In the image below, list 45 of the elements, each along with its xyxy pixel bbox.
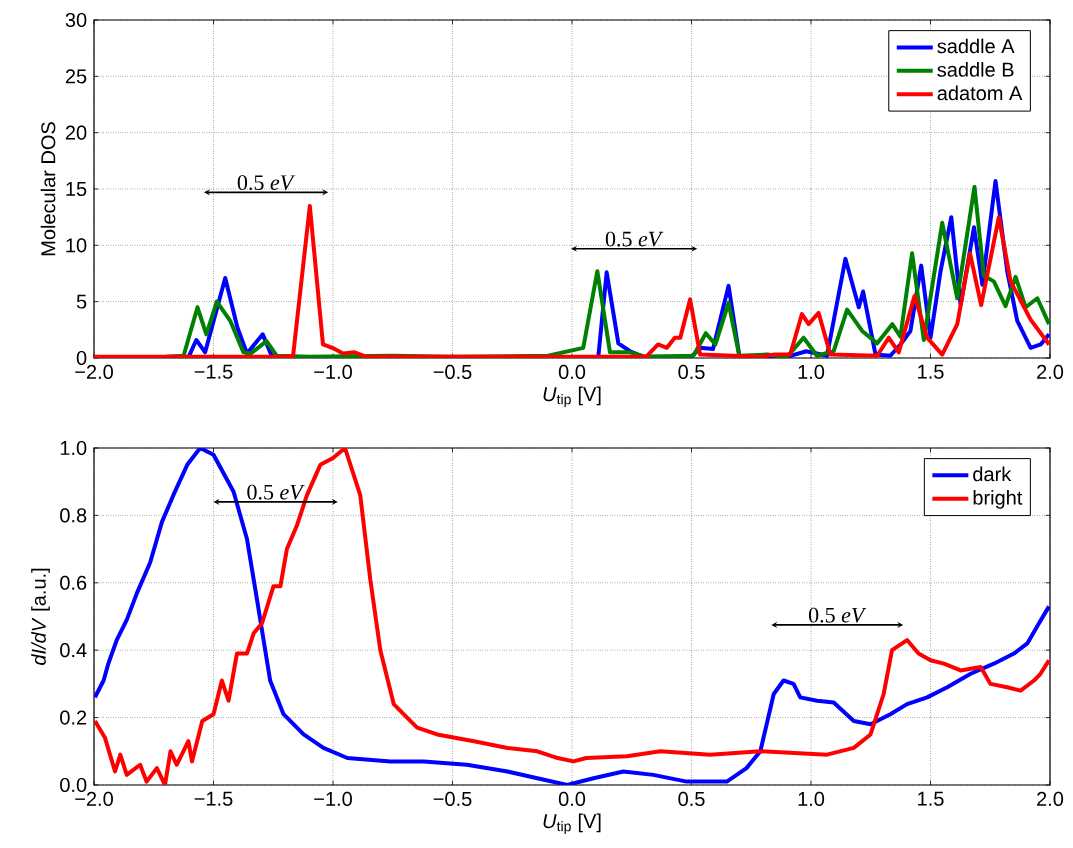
x-axis-title: U$_{tip}$ [V] <box>543 813 601 835</box>
x-tick-label: 1.5 <box>918 364 944 379</box>
x-tick-label: −0.5 <box>433 791 472 806</box>
x-tick-label: 1.5 <box>918 791 944 806</box>
annotation: 0.5 eV <box>237 175 296 191</box>
x-tick-label: −2.0 <box>75 791 113 806</box>
y-axis-title: Molecular DOS <box>40 122 56 256</box>
legend-label: bright <box>973 490 1023 509</box>
x-tick-label: 0.0 <box>558 364 586 380</box>
y-tick-label: 5 <box>76 294 87 309</box>
x-tick-label: 0.5 <box>678 364 705 380</box>
x-tick-label: −1.0 <box>314 791 352 806</box>
x-tick-label: 1.0 <box>798 791 825 806</box>
y-axis-title: dI/dV [a.u.] <box>31 568 50 665</box>
x-tick-label: 0.5 <box>678 791 705 806</box>
y-tick-label: 0.4 <box>60 643 87 658</box>
annotation: 0.5 eV <box>808 607 867 623</box>
legend-label: saddle A <box>937 38 1015 54</box>
y-tick-label: 30 <box>65 12 87 28</box>
x-tick-label: −1.0 <box>314 364 352 380</box>
x-tick-label: 0.0 <box>558 791 586 806</box>
y-tick-label: 0.6 <box>60 575 87 590</box>
y-tick-label: 0 <box>76 350 87 366</box>
x-tick-label: −2.0 <box>75 364 113 380</box>
annotation: 0.5 eV <box>605 231 664 247</box>
y-tick-label: 0.0 <box>60 777 87 793</box>
y-tick-label: 1.0 <box>60 440 87 456</box>
legend-label: dark <box>973 466 1012 482</box>
x-axis-title: U$_{tip}$ [V] <box>543 386 601 408</box>
legend-label: adatom A <box>937 85 1023 101</box>
x-tick-label: 2.0 <box>1037 791 1064 806</box>
x-tick-label: −0.5 <box>433 364 472 380</box>
annotation: 0.5 eV <box>247 484 305 500</box>
y-tick-label: 10 <box>66 238 87 253</box>
y-tick-label: 0.8 <box>60 508 87 523</box>
y-tick-label: 20 <box>65 125 87 140</box>
x-tick-label: −1.5 <box>194 791 233 806</box>
y-tick-label: 15 <box>66 182 87 196</box>
y-tick-label: 0.2 <box>60 710 87 725</box>
y-tick-label: 25 <box>65 69 87 84</box>
x-tick-label: 2.0 <box>1037 364 1064 380</box>
legend-label: saddle B <box>937 62 1014 77</box>
x-tick-label: −1.5 <box>194 364 233 379</box>
line-series <box>94 447 1051 785</box>
x-tick-label: 1.0 <box>798 364 825 380</box>
